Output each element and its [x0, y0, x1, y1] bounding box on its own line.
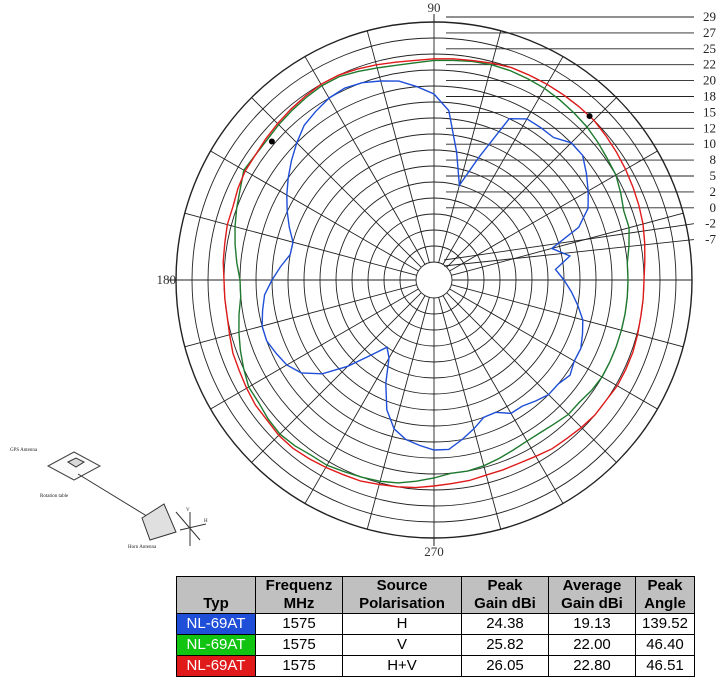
- grid-spoke: [451, 284, 684, 348]
- radial-tick-label: 12: [703, 120, 716, 135]
- header-typ: Typ: [176, 576, 256, 614]
- horn-antenna-icon: [141, 503, 177, 541]
- radial-tick-label: 18: [703, 89, 716, 104]
- peak-marker: [586, 113, 593, 120]
- series-layer: [222, 58, 646, 489]
- rotation-table-label: Rotation table: [40, 494, 69, 499]
- row-peak-gain: 24.38: [461, 613, 549, 635]
- radial-tick-label: -7: [705, 232, 716, 247]
- table-header-row: Typ Frequenz MHz Source Polarisation Peak G…: [176, 576, 695, 614]
- grid-spoke: [438, 30, 502, 263]
- row-frequenz: 1575: [255, 634, 343, 656]
- axis-h-line: [179, 523, 207, 531]
- grid-spoke: [446, 97, 617, 268]
- row-peak-angle: 139.52: [635, 613, 695, 635]
- radial-tick-label: 29: [703, 9, 716, 24]
- grid-spoke: [438, 297, 502, 530]
- header-average-gain: Average Gain dBi: [548, 576, 636, 614]
- row-peak-angle: 46.51: [635, 655, 695, 677]
- axis-v-line: [175, 511, 201, 541]
- leader-line: [443, 239, 695, 267]
- peak-marker: [268, 138, 275, 145]
- row-polarisation: H: [342, 613, 462, 635]
- row-frequenz: 1575: [255, 655, 343, 677]
- grid-spoke: [366, 297, 430, 530]
- header-frequenz: Frequenz MHz: [255, 576, 343, 614]
- table-row: NL-69AT 1575 H 24.38 19.13 139.52: [176, 613, 695, 635]
- horn-antenna-label: Horn Antenna: [128, 545, 157, 550]
- grid-spoke: [251, 97, 422, 268]
- row-peak-angle: 46.40: [635, 634, 695, 656]
- radial-tick-label: 15: [703, 104, 716, 119]
- axis-h-label: H: [204, 519, 208, 524]
- grid-spoke: [366, 30, 430, 263]
- grid-ring: [415, 261, 453, 299]
- measurement-setup-diagram: GPS Antenna Rotation table Horn Antenna …: [10, 448, 208, 550]
- angle-label-180: 180: [157, 272, 177, 287]
- row-typ: NL-69AT: [176, 634, 256, 656]
- radial-tick-label: 27: [703, 25, 717, 40]
- peak-markers: [268, 113, 593, 145]
- radial-leader-lines: [443, 16, 695, 267]
- grid-spoke: [451, 212, 684, 276]
- grid-spoke: [184, 212, 417, 276]
- row-polarisation: H+V: [342, 655, 462, 677]
- polar-grid-spokes: [168, 14, 692, 546]
- row-typ: NL-69AT: [176, 613, 256, 635]
- row-peak-gain: 26.05: [461, 655, 549, 677]
- row-peak-gain: 25.82: [461, 634, 549, 656]
- grid-spoke: [184, 284, 417, 348]
- radial-tick-label: -2: [705, 216, 716, 231]
- radial-tick-label: 25: [703, 41, 716, 56]
- header-peak-angle: Peak Angle: [635, 576, 695, 614]
- row-polarisation: V: [342, 634, 462, 656]
- gps-antenna-label: GPS Antenna: [10, 448, 38, 453]
- radial-tick-label: 10: [703, 136, 716, 151]
- series-line-1: [234, 59, 630, 484]
- table-row: NL-69AT 1575 H+V 26.05 22.80 46.51: [176, 655, 695, 677]
- row-average-gain: 19.13: [548, 613, 636, 635]
- angle-label-90: 90: [428, 0, 441, 15]
- radial-tick-label: 22: [703, 57, 716, 72]
- radial-tick-label: 5: [710, 168, 717, 183]
- radial-tick-label: 20: [703, 73, 716, 88]
- leader-line: [443, 223, 695, 261]
- angle-label-270: 270: [424, 544, 444, 559]
- grid-spoke: [449, 288, 658, 410]
- row-average-gain: 22.80: [548, 655, 636, 677]
- radial-tick-label: 0: [710, 200, 717, 215]
- grid-spoke: [304, 56, 426, 265]
- row-frequenz: 1575: [255, 613, 343, 635]
- results-table: Typ Frequenz MHz Source Polarisation Peak G…: [176, 576, 695, 677]
- series-line-0: [261, 80, 589, 451]
- row-average-gain: 22.00: [548, 634, 636, 656]
- series-line-2: [222, 58, 646, 489]
- signal-line: [77, 473, 151, 519]
- axis-v-label: V: [186, 508, 190, 513]
- grid-spoke: [449, 150, 658, 272]
- header-peak-gain: Peak Gain dBi: [461, 576, 549, 614]
- grid-spoke: [446, 292, 617, 463]
- table-row: NL-69AT 1575 V 25.82 22.00 46.40: [176, 634, 695, 656]
- grid-spoke: [210, 288, 419, 410]
- header-source-polarisation: Source Polarisation: [342, 576, 462, 614]
- radial-tick-label: 8: [710, 152, 717, 167]
- grid-spoke: [442, 295, 564, 504]
- grid-spoke: [304, 295, 426, 504]
- row-typ: NL-69AT: [176, 655, 256, 677]
- radial-tick-label: 2: [710, 184, 717, 199]
- gps-antenna-icon: [66, 457, 86, 468]
